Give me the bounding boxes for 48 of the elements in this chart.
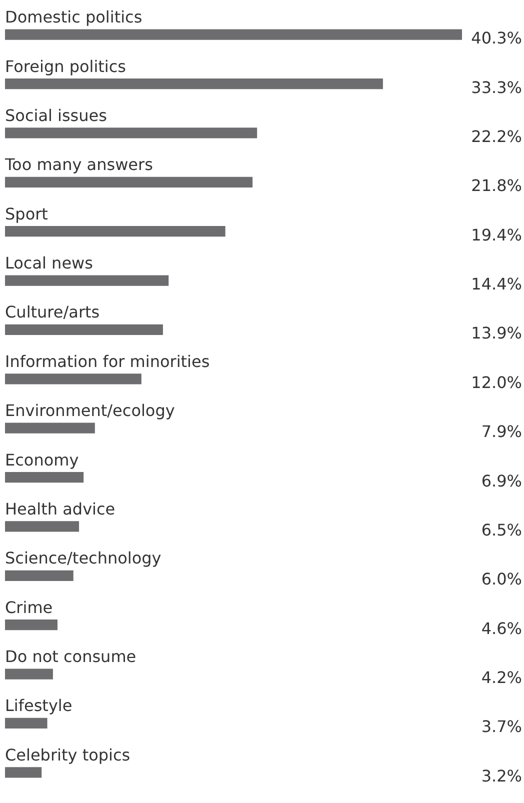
y-tick-label: Social issues bbox=[5, 106, 107, 125]
y-tick-label: Lifestyle bbox=[5, 696, 72, 716]
data-label: 14.4% bbox=[471, 274, 522, 294]
bar bbox=[5, 374, 142, 384]
data-label: 19.4% bbox=[471, 225, 522, 244]
data-label: 4.2% bbox=[481, 668, 522, 688]
data-label: 6.5% bbox=[481, 520, 522, 540]
y-tick-label: Health advice bbox=[5, 499, 116, 518]
y-tick-label: Science/technology bbox=[5, 548, 162, 568]
y-tick-label: Foreign politics bbox=[5, 56, 126, 76]
y-tick-label: Too many answers bbox=[4, 155, 153, 174]
bar bbox=[5, 324, 163, 336]
data-label: 6.0% bbox=[481, 570, 522, 589]
y-tick-label: Do not consume bbox=[5, 647, 136, 666]
bar bbox=[5, 226, 226, 237]
y-tick-label: Environment/ecology bbox=[5, 401, 175, 420]
y-tick-label: Domestic politics bbox=[5, 8, 142, 27]
bar bbox=[5, 570, 74, 581]
data-label: 12.0% bbox=[471, 372, 522, 392]
bar bbox=[5, 620, 58, 630]
data-label: 33.3% bbox=[471, 78, 522, 97]
bar bbox=[5, 78, 383, 90]
bar bbox=[5, 275, 169, 286]
data-label: 21.8% bbox=[471, 176, 522, 196]
bar bbox=[5, 422, 95, 434]
data-label: 13.9% bbox=[471, 324, 522, 343]
data-label: 7.9% bbox=[481, 422, 522, 442]
data-label: 40.3% bbox=[471, 28, 522, 48]
bar bbox=[5, 29, 462, 40]
y-tick-label: Crime bbox=[5, 598, 53, 617]
data-label: 3.2% bbox=[481, 766, 522, 786]
y-tick-label: Local news bbox=[5, 254, 93, 273]
data-label: 3.7% bbox=[481, 717, 522, 736]
bar bbox=[5, 176, 253, 188]
y-tick-label: Culture/arts bbox=[5, 302, 100, 322]
bar bbox=[5, 128, 258, 138]
bar bbox=[5, 718, 48, 729]
data-label: 22.2% bbox=[471, 126, 522, 146]
y-tick-label: Sport bbox=[5, 204, 48, 224]
bar bbox=[5, 521, 80, 532]
bar bbox=[5, 767, 42, 778]
bar bbox=[5, 472, 84, 483]
y-tick-label: Celebrity topics bbox=[5, 745, 130, 764]
y-tick-label: Economy bbox=[5, 450, 79, 470]
bar bbox=[5, 668, 53, 680]
data-label: 6.9% bbox=[481, 471, 522, 490]
y-tick-label: Information for minorities bbox=[5, 352, 210, 371]
data-label: 4.6% bbox=[481, 618, 522, 638]
